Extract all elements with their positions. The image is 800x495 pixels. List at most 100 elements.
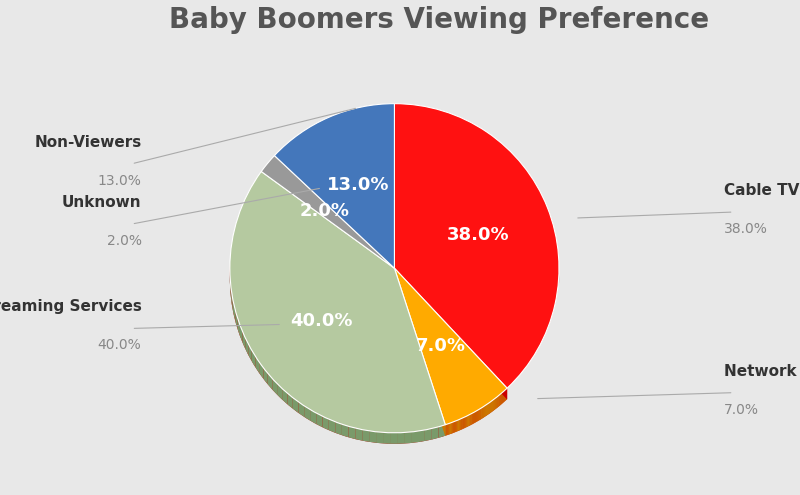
- Polygon shape: [475, 411, 477, 422]
- Polygon shape: [355, 428, 362, 441]
- Polygon shape: [394, 268, 446, 436]
- Polygon shape: [425, 429, 432, 441]
- Wedge shape: [262, 155, 394, 268]
- Text: 2.0%: 2.0%: [106, 234, 142, 248]
- Polygon shape: [489, 402, 490, 414]
- Polygon shape: [449, 423, 450, 435]
- Polygon shape: [293, 397, 298, 413]
- Polygon shape: [463, 417, 465, 429]
- Polygon shape: [503, 391, 504, 402]
- Polygon shape: [491, 401, 492, 412]
- Polygon shape: [346, 425, 356, 439]
- Polygon shape: [281, 387, 289, 405]
- Polygon shape: [500, 394, 501, 406]
- Polygon shape: [356, 428, 366, 442]
- Polygon shape: [452, 418, 462, 434]
- Polygon shape: [236, 313, 239, 335]
- Polygon shape: [457, 420, 458, 432]
- Polygon shape: [490, 401, 491, 413]
- Polygon shape: [268, 373, 272, 390]
- Text: Network TV: Network TV: [723, 364, 800, 379]
- Polygon shape: [481, 408, 482, 419]
- Polygon shape: [376, 432, 383, 444]
- Polygon shape: [255, 356, 259, 373]
- Polygon shape: [254, 353, 259, 373]
- Polygon shape: [454, 421, 456, 433]
- Polygon shape: [231, 291, 233, 309]
- Polygon shape: [468, 415, 469, 427]
- Polygon shape: [493, 399, 494, 411]
- Text: 38.0%: 38.0%: [723, 222, 767, 236]
- Polygon shape: [230, 281, 231, 303]
- Polygon shape: [490, 396, 499, 413]
- Polygon shape: [322, 416, 329, 430]
- Polygon shape: [432, 427, 438, 440]
- Polygon shape: [242, 332, 246, 349]
- Polygon shape: [231, 292, 234, 314]
- Text: 7.0%: 7.0%: [415, 337, 466, 355]
- Polygon shape: [470, 414, 471, 425]
- Polygon shape: [499, 388, 507, 406]
- Polygon shape: [397, 433, 404, 444]
- Text: Streaming Services: Streaming Services: [0, 299, 142, 314]
- Polygon shape: [272, 379, 277, 395]
- Polygon shape: [467, 415, 468, 427]
- Polygon shape: [252, 350, 255, 367]
- Polygon shape: [266, 371, 273, 390]
- Text: 40.0%: 40.0%: [290, 312, 353, 331]
- Polygon shape: [239, 324, 243, 345]
- Polygon shape: [399, 432, 410, 444]
- Polygon shape: [474, 411, 475, 423]
- Polygon shape: [487, 403, 488, 415]
- Polygon shape: [472, 413, 474, 424]
- Polygon shape: [362, 430, 369, 442]
- Polygon shape: [259, 362, 263, 379]
- Polygon shape: [451, 422, 452, 434]
- Title: Baby Boomers Viewing Preference: Baby Boomers Viewing Preference: [169, 6, 709, 34]
- Polygon shape: [502, 392, 503, 403]
- Polygon shape: [378, 432, 388, 444]
- Polygon shape: [477, 410, 478, 422]
- Ellipse shape: [230, 233, 559, 325]
- Polygon shape: [310, 409, 316, 424]
- Polygon shape: [273, 379, 281, 398]
- Wedge shape: [394, 103, 559, 388]
- Polygon shape: [394, 268, 507, 399]
- Polygon shape: [282, 389, 287, 404]
- Text: 13.0%: 13.0%: [327, 176, 390, 194]
- Polygon shape: [277, 384, 282, 399]
- Polygon shape: [297, 401, 306, 418]
- Polygon shape: [304, 406, 310, 421]
- Polygon shape: [462, 413, 472, 429]
- Polygon shape: [263, 368, 268, 384]
- Polygon shape: [259, 362, 266, 382]
- Polygon shape: [240, 325, 242, 343]
- Polygon shape: [421, 429, 431, 442]
- Polygon shape: [298, 402, 304, 417]
- Polygon shape: [483, 406, 484, 418]
- Polygon shape: [472, 408, 482, 425]
- Polygon shape: [484, 406, 485, 417]
- Polygon shape: [316, 413, 322, 427]
- Polygon shape: [482, 402, 490, 419]
- Polygon shape: [349, 426, 355, 439]
- Polygon shape: [460, 419, 462, 430]
- Polygon shape: [471, 413, 472, 425]
- Polygon shape: [366, 431, 378, 443]
- Polygon shape: [465, 416, 466, 428]
- Polygon shape: [390, 433, 397, 444]
- Polygon shape: [342, 424, 349, 437]
- Polygon shape: [506, 388, 507, 400]
- Polygon shape: [456, 421, 457, 432]
- Wedge shape: [274, 103, 394, 268]
- Polygon shape: [497, 396, 498, 408]
- Polygon shape: [243, 334, 248, 355]
- Polygon shape: [478, 409, 480, 421]
- Text: 38.0%: 38.0%: [447, 226, 510, 244]
- Polygon shape: [501, 393, 502, 405]
- Polygon shape: [246, 338, 248, 355]
- Polygon shape: [492, 400, 493, 412]
- Polygon shape: [458, 420, 459, 431]
- Polygon shape: [230, 284, 231, 302]
- Polygon shape: [287, 393, 293, 409]
